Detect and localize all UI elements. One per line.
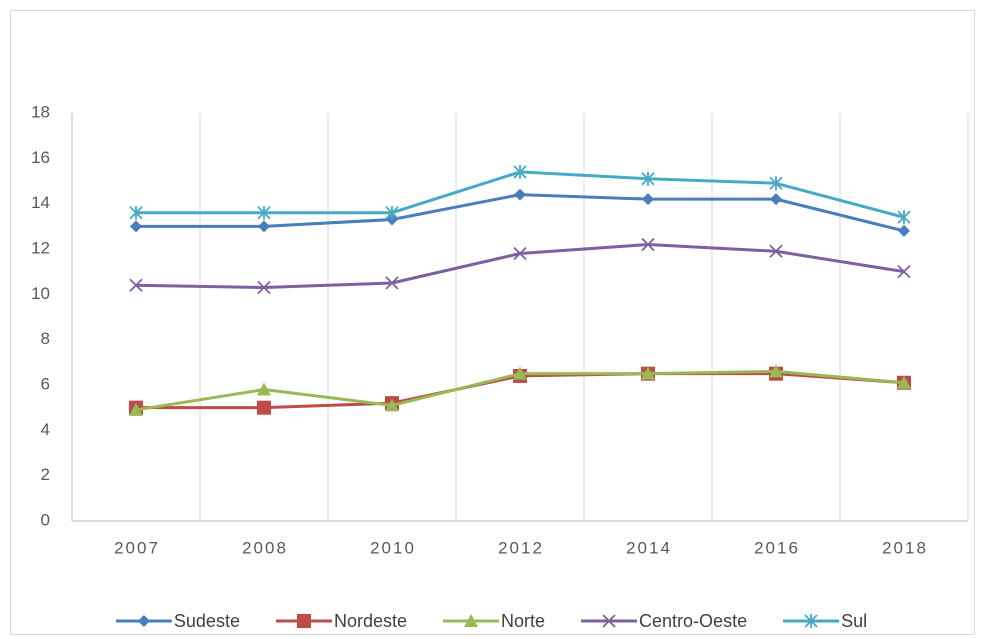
x-tick-label: 2008: [242, 538, 288, 557]
y-tick-label: 16: [31, 148, 50, 167]
marker: [257, 280, 271, 295]
marker: [602, 614, 616, 628]
y-tick-label: 0: [41, 510, 50, 529]
x-tick-label: 2018: [882, 538, 928, 557]
legend-item: Nordeste: [275, 611, 407, 631]
y-tick-label: 14: [31, 193, 50, 212]
legend-item: Sudeste: [115, 611, 240, 631]
marker: [897, 375, 911, 389]
legend-label: Centro-Oeste: [639, 611, 747, 631]
marker: [385, 398, 399, 412]
marker: [137, 615, 150, 627]
marker: [642, 193, 654, 206]
marker: [385, 205, 399, 220]
marker: [129, 278, 143, 292]
marker-shape: [385, 276, 399, 290]
marker-shape: [129, 402, 143, 416]
marker: [513, 164, 527, 179]
marker: [257, 205, 271, 220]
marker-shape: [769, 364, 783, 378]
chart-frame: [10, 10, 975, 635]
marker-shape: [769, 176, 783, 191]
marker: [641, 366, 655, 380]
marker-shape: [129, 278, 143, 292]
marker-shape: [513, 366, 527, 380]
y-tick-label: 6: [41, 374, 50, 393]
marker-shape: [129, 205, 143, 220]
marker: [514, 188, 526, 201]
x-tick-label: 2016: [754, 538, 800, 557]
marker-shape: [641, 366, 655, 380]
marker: [770, 193, 782, 206]
y-tick-label: 8: [41, 329, 50, 348]
marker-shape: [897, 210, 911, 225]
marker-shape: [804, 614, 818, 628]
marker: [296, 614, 311, 628]
marker: [641, 237, 655, 252]
marker: [769, 244, 783, 258]
marker: [385, 276, 399, 290]
marker-shape: [464, 614, 479, 627]
x-tick-label: 2012: [498, 538, 544, 557]
marker: [257, 400, 271, 415]
marker: [129, 402, 143, 416]
marker: [257, 382, 271, 396]
marker-shape: [258, 220, 270, 233]
marker: [769, 364, 783, 378]
marker-shape: [513, 164, 527, 179]
legend-item: Norte: [443, 611, 545, 631]
marker: [804, 614, 818, 628]
marker: [897, 265, 911, 279]
marker-shape: [602, 614, 616, 628]
marker: [130, 220, 142, 233]
marker: [129, 205, 143, 220]
legend-item: Sul: [783, 611, 867, 631]
y-tick-label: 2: [41, 465, 50, 484]
x-tick-label: 2010: [370, 538, 416, 557]
marker: [258, 220, 270, 233]
marker: [464, 614, 479, 627]
marker: [513, 246, 527, 261]
marker-shape: [130, 220, 142, 233]
marker-shape: [769, 244, 783, 258]
marker-shape: [257, 400, 271, 415]
legend-label: Sul: [841, 611, 867, 631]
marker-shape: [897, 375, 911, 389]
marker-shape: [514, 188, 526, 201]
y-tick-label: 12: [31, 238, 50, 257]
marker-shape: [257, 205, 271, 220]
x-tick-label: 2007: [114, 538, 160, 557]
legend-label: Sudeste: [174, 611, 240, 631]
marker-shape: [641, 237, 655, 252]
marker-shape: [642, 193, 654, 206]
y-tick-label: 10: [31, 284, 50, 303]
marker-shape: [296, 614, 311, 628]
x-tick-label: 2014: [626, 538, 672, 557]
legend-item: Centro-Oeste: [581, 611, 747, 631]
marker: [898, 224, 910, 237]
marker-shape: [641, 171, 655, 186]
legend-label: Nordeste: [334, 611, 407, 631]
legend-label: Norte: [501, 611, 545, 631]
marker-shape: [257, 382, 271, 396]
marker: [769, 176, 783, 191]
marker: [513, 366, 527, 380]
y-tick-label: 4: [41, 420, 50, 439]
marker-shape: [770, 193, 782, 206]
marker-shape: [385, 205, 399, 220]
y-tick-label: 18: [31, 102, 50, 121]
marker: [897, 210, 911, 225]
marker-shape: [385, 398, 399, 412]
marker-shape: [257, 280, 271, 295]
marker: [641, 171, 655, 186]
marker-shape: [137, 615, 150, 627]
marker-shape: [513, 246, 527, 261]
marker-shape: [898, 224, 910, 237]
marker-shape: [897, 265, 911, 279]
